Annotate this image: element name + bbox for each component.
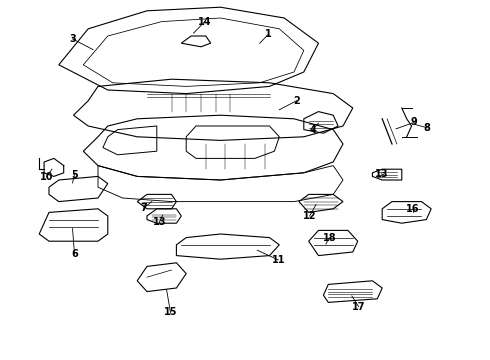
Text: 17: 17 (352, 302, 366, 312)
Text: 2: 2 (293, 96, 300, 106)
Text: 14: 14 (198, 17, 212, 27)
Text: 11: 11 (271, 255, 285, 265)
Text: 9: 9 (411, 117, 417, 127)
Text: 13: 13 (152, 217, 166, 228)
Text: 10: 10 (40, 172, 53, 182)
Text: 16: 16 (406, 204, 420, 214)
Text: 5: 5 (71, 170, 78, 180)
Text: 1: 1 (265, 29, 272, 39)
Text: 18: 18 (322, 233, 336, 243)
Text: 4: 4 (309, 125, 316, 135)
Text: 7: 7 (140, 203, 147, 213)
Text: 13: 13 (374, 169, 388, 179)
Text: 6: 6 (71, 249, 78, 259)
Text: 3: 3 (69, 34, 76, 44)
Text: 15: 15 (164, 307, 177, 318)
Text: 8: 8 (424, 123, 431, 133)
Text: 12: 12 (303, 211, 317, 221)
